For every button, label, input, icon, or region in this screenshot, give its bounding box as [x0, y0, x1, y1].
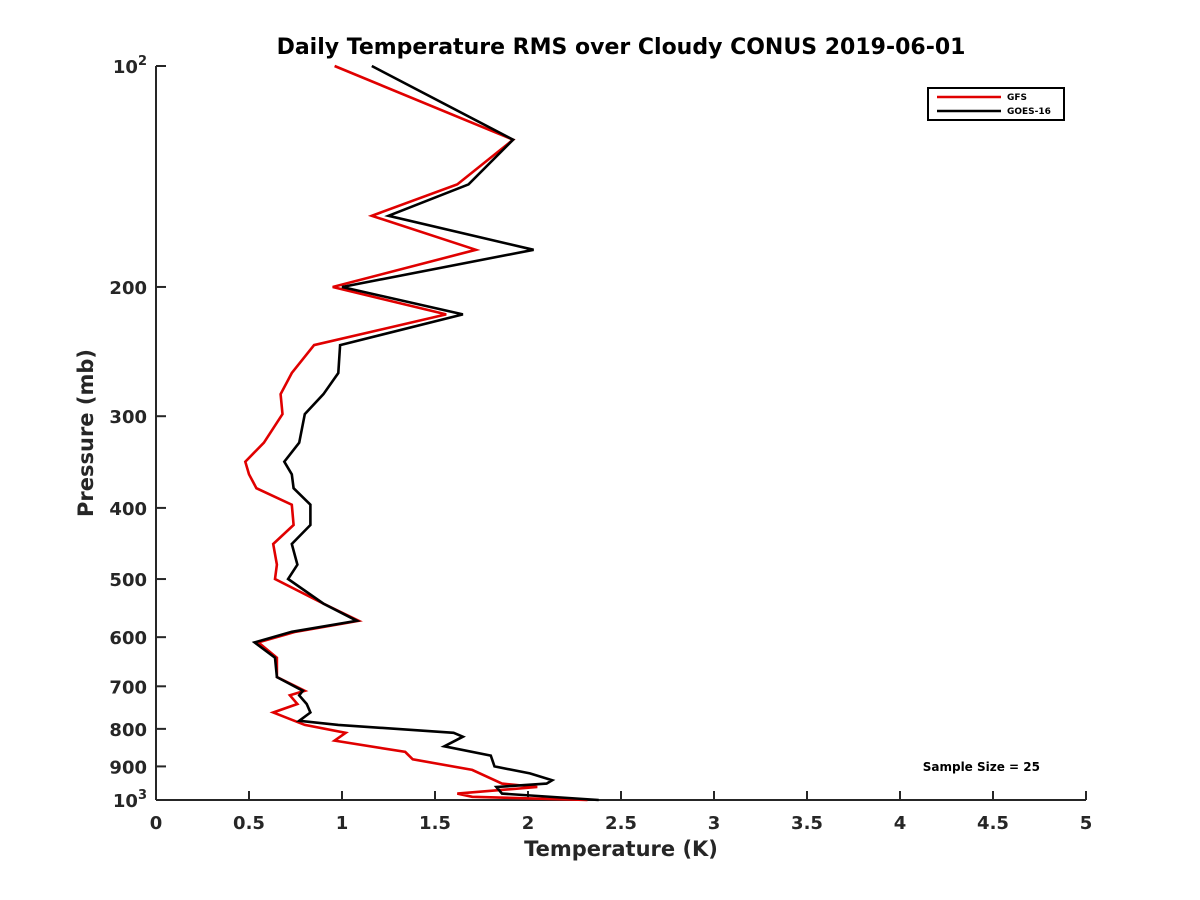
y-tick-label: 900: [109, 757, 147, 778]
legend-box: [927, 87, 1065, 121]
sample-size-annotation: Sample Size = 25: [923, 760, 1040, 774]
series-line-gfs: [243, 64, 588, 802]
x-tick-label: 0: [150, 813, 163, 834]
y-tick-base: 10: [113, 791, 138, 812]
y-tick-label: 400: [109, 499, 147, 520]
y-tick-exponent: 3: [138, 788, 147, 803]
y-axis-label: Pressure (mb): [74, 349, 98, 517]
y-tick-label: 600: [109, 628, 147, 649]
x-ticks: 0 0.5 1 1.5 2 2.5 3 3.5 4 4.5 5: [150, 791, 1093, 834]
x-tick-label: 2: [522, 813, 535, 834]
series-line-goes16: [251, 64, 599, 802]
y-tick-label: 700: [109, 677, 147, 698]
y-tick-label: 300: [109, 407, 147, 428]
x-axis-label: Temperature (K): [524, 837, 718, 861]
y-tick-label: 102: [113, 54, 147, 78]
y-tick-label: 200: [109, 278, 147, 299]
y-tick-exponent: 2: [138, 54, 147, 69]
x-tick-label: 4.5: [977, 813, 1009, 834]
x-tick-label: 3.5: [791, 813, 823, 834]
x-tick-label: 3: [708, 813, 721, 834]
legend-label-goes16: GOES-16: [1007, 107, 1051, 117]
y-tick-label: 800: [109, 720, 147, 741]
x-tick-label: 4: [894, 813, 907, 834]
x-tick-label: 5: [1080, 813, 1093, 834]
legend: GFS GOES-16: [927, 87, 1065, 121]
chart-title: Daily Temperature RMS over Cloudy CONUS …: [277, 35, 966, 60]
series-group: [243, 64, 599, 802]
y-tick-base: 10: [113, 57, 138, 78]
x-tick-label: 2.5: [605, 813, 637, 834]
x-tick-label: 0.5: [233, 813, 265, 834]
x-tick-label: 1.5: [419, 813, 451, 834]
y-tick-label: 500: [109, 570, 147, 591]
x-tick-label: 1: [336, 813, 349, 834]
legend-label-gfs: GFS: [1007, 93, 1027, 103]
y-tick-label: 103: [113, 788, 147, 812]
